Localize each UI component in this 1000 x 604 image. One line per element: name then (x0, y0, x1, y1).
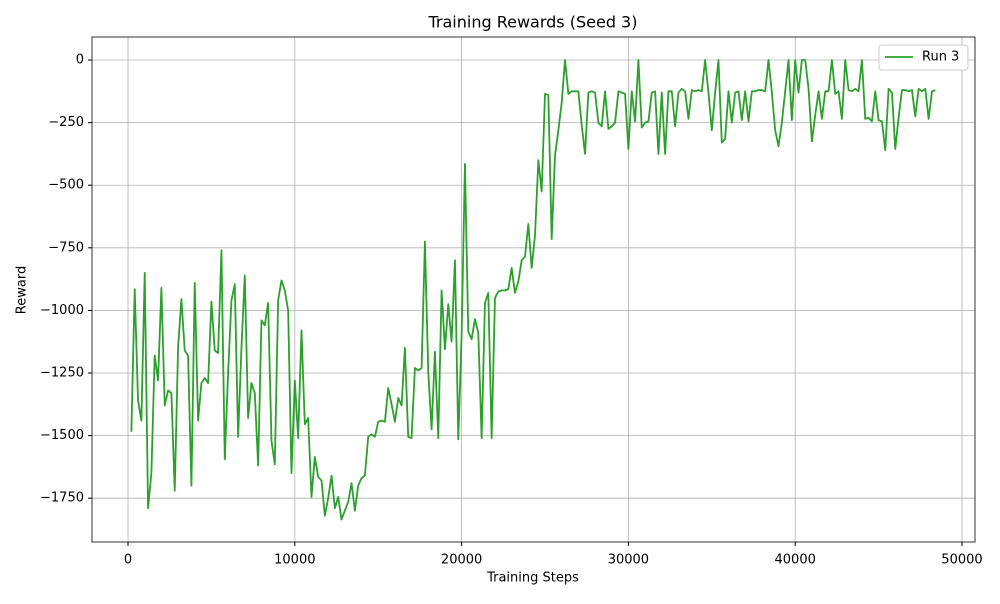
legend-box (878, 44, 969, 71)
y-tick-label: −1750 (40, 491, 84, 506)
plot-frame (91, 36, 976, 543)
y-axis-label: Reward (15, 266, 30, 314)
x-tick-label: 20000 (441, 553, 482, 568)
chart-title: Training Rewards (Seed 3) (428, 13, 638, 32)
x-tick-label: 30000 (608, 553, 649, 568)
x-tick-label: 50000 (941, 553, 982, 568)
y-tick-label: −1000 (40, 303, 84, 318)
y-tick-label: −750 (48, 240, 84, 255)
x-axis-label: Training Steps (486, 571, 579, 586)
data-line (130, 59, 936, 521)
x-tick-label: 10000 (274, 553, 315, 568)
y-tick-label: −1250 (40, 365, 84, 380)
legend-label: Run 3 (922, 50, 959, 65)
x-tick-label: 40000 (775, 553, 816, 568)
y-tick-label: −500 (48, 178, 84, 193)
y-tick-label: −1500 (40, 428, 84, 443)
y-tick-label: 0 (76, 53, 84, 68)
x-tick-label: 0 (124, 553, 132, 568)
y-tick-label: −250 (48, 115, 84, 130)
